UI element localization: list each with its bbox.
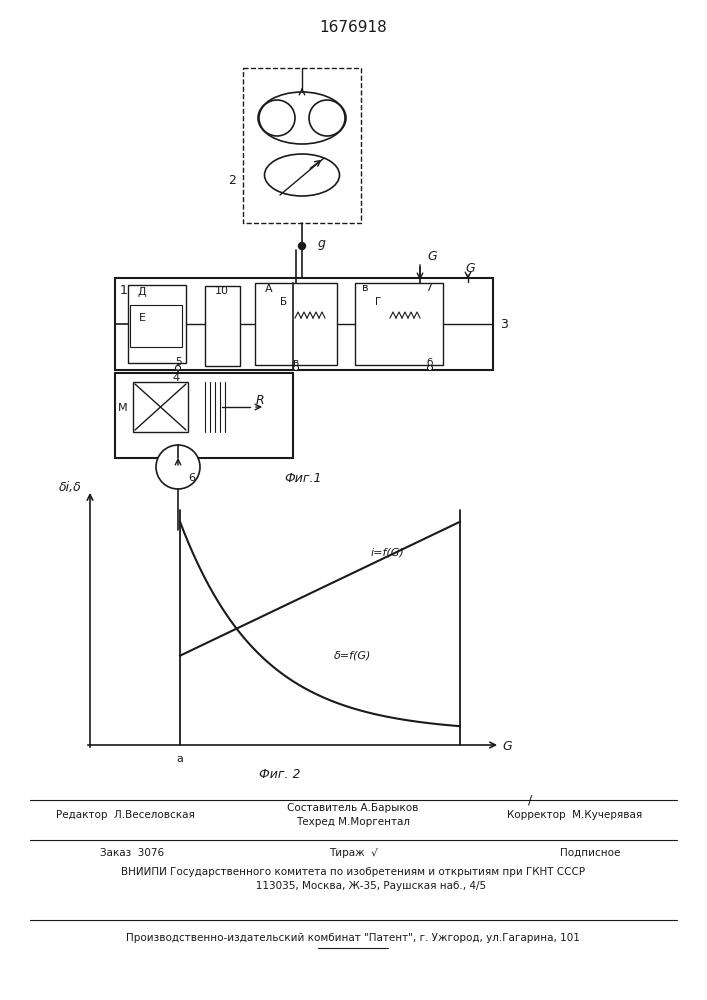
Text: 1: 1 xyxy=(120,284,128,297)
Bar xyxy=(243,68,361,223)
Text: Производственно-издательский комбинат "Патент", г. Ужгород, ул.Гагарина, 101: Производственно-издательский комбинат "П… xyxy=(126,933,580,943)
Text: δi,δ: δi,δ xyxy=(59,482,82,494)
Text: в: в xyxy=(362,283,368,293)
Text: ВНИИПИ Государственного комитета по изобретениям и открытиям при ГКНТ СССР: ВНИИПИ Государственного комитета по изоб… xyxy=(121,867,585,877)
Text: 6: 6 xyxy=(189,473,196,483)
Ellipse shape xyxy=(258,92,346,144)
Text: б: б xyxy=(427,358,433,368)
Text: 3: 3 xyxy=(500,318,508,330)
Bar xyxy=(355,283,443,365)
Bar xyxy=(255,283,337,365)
Bar xyxy=(128,285,186,363)
Text: 113035, Москва, Ж-35, Раушская наб., 4/5: 113035, Москва, Ж-35, Раушская наб., 4/5 xyxy=(220,881,486,891)
Circle shape xyxy=(175,365,180,370)
Text: Составитель А.Барыков: Составитель А.Барыков xyxy=(287,803,419,813)
Text: Фиг. 2: Фиг. 2 xyxy=(259,768,300,782)
Text: в: в xyxy=(293,358,299,368)
Text: a: a xyxy=(177,754,183,764)
Text: Тираж  √: Тираж √ xyxy=(329,848,378,858)
Text: М: М xyxy=(118,403,128,413)
Text: /: / xyxy=(528,794,532,806)
Circle shape xyxy=(428,365,433,370)
Circle shape xyxy=(259,100,295,136)
Circle shape xyxy=(309,100,345,136)
Text: 4: 4 xyxy=(173,373,180,383)
Bar xyxy=(115,373,293,458)
Text: Е: Е xyxy=(139,313,146,323)
Text: 5: 5 xyxy=(175,357,181,367)
Text: Фиг.1: Фиг.1 xyxy=(284,472,322,485)
Text: Заказ  3076: Заказ 3076 xyxy=(100,848,164,858)
Text: Б: Б xyxy=(280,297,287,307)
Text: g: g xyxy=(318,237,326,250)
Circle shape xyxy=(293,365,298,370)
Text: δ=f(G): δ=f(G) xyxy=(334,651,371,661)
Text: Корректор  М.Кучерявая: Корректор М.Кучерявая xyxy=(508,810,643,820)
Text: 7: 7 xyxy=(425,283,432,293)
Ellipse shape xyxy=(264,154,339,196)
Text: Г: Г xyxy=(375,297,381,307)
Circle shape xyxy=(298,242,305,249)
Text: Редактор  Л.Веселовская: Редактор Л.Веселовская xyxy=(56,810,194,820)
Bar xyxy=(205,286,240,366)
Bar xyxy=(133,382,188,432)
Bar xyxy=(115,278,493,370)
Text: Д: Д xyxy=(138,287,146,297)
Bar xyxy=(130,305,182,347)
Text: Техред М.Моргентал: Техред М.Моргентал xyxy=(296,817,410,827)
Text: G: G xyxy=(427,250,437,263)
Text: G: G xyxy=(465,261,474,274)
Text: 2: 2 xyxy=(228,174,236,186)
Circle shape xyxy=(156,445,200,489)
Text: R: R xyxy=(256,394,264,408)
Text: 10: 10 xyxy=(215,286,229,296)
Text: Подписное: Подписное xyxy=(560,848,620,858)
Text: 1676918: 1676918 xyxy=(319,20,387,35)
Text: i=f(G): i=f(G) xyxy=(370,547,404,557)
Text: А: А xyxy=(265,284,273,294)
Text: G: G xyxy=(502,740,512,754)
